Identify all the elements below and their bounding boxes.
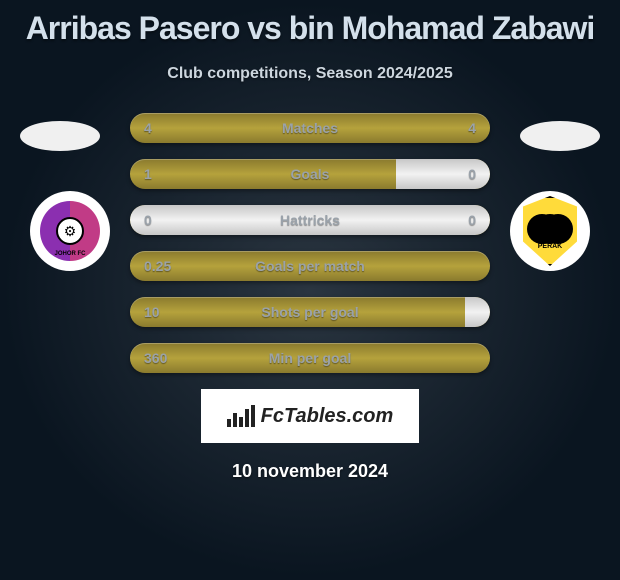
stat-row: 0.25Goals per match [130, 251, 490, 281]
stat-row: 360Min per goal [130, 343, 490, 373]
stat-label: Goals [204, 166, 416, 182]
stats-section: ⚙ 4Matches41Goals00Hattricks00.25Goals p… [0, 113, 620, 373]
stat-row: 4Matches4 [130, 113, 490, 143]
stat-rows: 4Matches41Goals00Hattricks00.25Goals per… [130, 113, 490, 373]
club-badge-right [510, 191, 590, 271]
johor-logo: ⚙ [40, 201, 100, 261]
stat-value-left: 10 [144, 304, 204, 320]
stat-label: Hattricks [204, 212, 416, 228]
perak-logo [520, 196, 580, 266]
page-subtitle: Club competitions, Season 2024/2025 [0, 65, 620, 83]
player-avatar-left [20, 121, 100, 151]
stat-label: Goals per match [204, 258, 416, 274]
fctables-logo: FcTables.com [201, 389, 419, 443]
logo-bars-icon [227, 405, 255, 427]
player-avatar-right [520, 121, 600, 151]
stat-row: 1Goals0 [130, 159, 490, 189]
club-badge-left: ⚙ [30, 191, 110, 271]
logo-text: FcTables.com [261, 405, 394, 428]
stat-value-left: 1 [144, 166, 204, 182]
stat-value-right: 4 [416, 120, 476, 136]
stat-label: Min per goal [204, 350, 416, 366]
stat-row: 10Shots per goal [130, 297, 490, 327]
page-title: Arribas Pasero vs bin Mohamad Zabawi [0, 0, 620, 47]
stat-bar-right [465, 297, 490, 327]
stat-value-left: 4 [144, 120, 204, 136]
stat-value-left: 0 [144, 212, 204, 228]
stat-label: Shots per goal [204, 304, 416, 320]
stat-value-right: 0 [416, 212, 476, 228]
stat-value-left: 360 [144, 350, 204, 366]
stat-value-left: 0.25 [144, 258, 204, 274]
stat-value-right: 0 [416, 166, 476, 182]
stat-row: 0Hattricks0 [130, 205, 490, 235]
date-label: 10 november 2024 [0, 461, 620, 482]
stat-label: Matches [204, 120, 416, 136]
